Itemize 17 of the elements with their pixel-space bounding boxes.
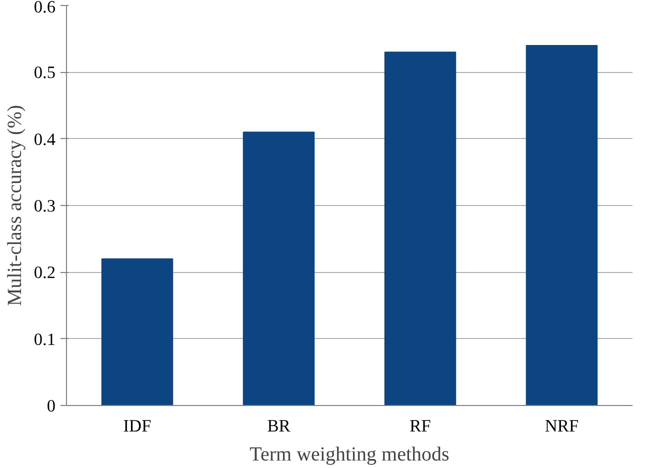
bar: [526, 45, 598, 406]
y-tick-label: 0.4: [34, 130, 56, 149]
bar: [384, 52, 456, 406]
x-tick-label: IDF: [123, 416, 152, 436]
y-tick-label: 0.1: [34, 330, 56, 349]
bar: [101, 258, 174, 406]
y-tick-label: 0.5: [34, 63, 56, 82]
y-tick-label: 0.3: [34, 196, 56, 216]
y-tick-label: 0.6: [34, 0, 56, 16]
y-axis-title: Mulit-class accuracy (%): [4, 104, 26, 306]
x-tick-label: NRF: [544, 416, 579, 436]
x-tick-label: RF: [410, 416, 432, 436]
y-tick-label: 0: [46, 396, 56, 416]
x-tick-label: BR: [267, 416, 291, 436]
y-tick-label: 0.2: [34, 263, 56, 282]
bar: [242, 132, 315, 406]
x-axis-title: Term weighting methods: [250, 444, 450, 466]
